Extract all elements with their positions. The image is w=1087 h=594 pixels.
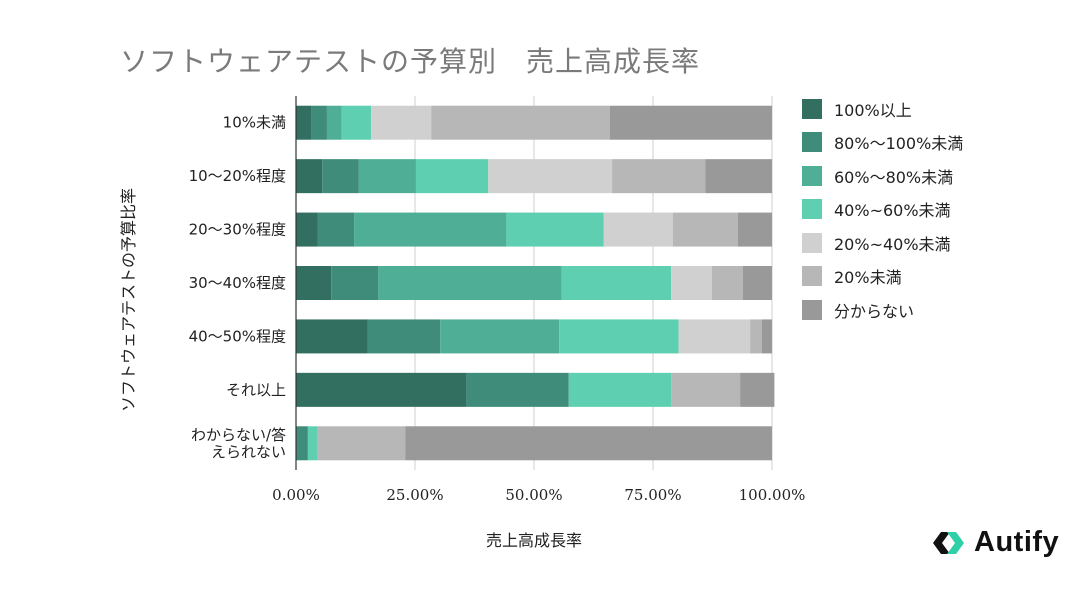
bar-segment — [740, 372, 775, 407]
legend-item: 100%以上 — [802, 92, 963, 126]
chart-title: ソフトウェアテストの予算別 売上高成長率 — [120, 45, 701, 78]
y-tick-label: 40〜50%程度 — [189, 327, 286, 345]
y-axis-label: ソフトウェアテストの予算比率 — [119, 188, 138, 412]
y-tick-label: 20〜30%程度 — [189, 221, 286, 239]
autify-logo-icon — [933, 531, 964, 554]
bar-segment — [341, 105, 372, 140]
legend-item: 20%~40%未満 — [802, 226, 963, 260]
bar-segment — [326, 105, 342, 140]
y-tick-label: わからない/答えられない — [191, 426, 286, 461]
x-tick-label: 100.00% — [739, 486, 806, 504]
bar-segment — [331, 266, 379, 300]
bar-segment — [506, 212, 604, 247]
bar-segment — [378, 266, 562, 300]
bar-segment — [609, 105, 772, 140]
bar-segment — [354, 212, 507, 247]
bar-segment — [367, 319, 441, 354]
legend-swatch — [802, 232, 822, 253]
legend-swatch — [802, 266, 822, 287]
bar-segment — [415, 159, 489, 194]
x-axis-label: 売上高成長率 — [486, 531, 582, 550]
bar-segment — [559, 319, 679, 354]
legend-item: 分からない — [802, 293, 963, 327]
legend-label: 80%〜100%未満 — [834, 134, 964, 154]
x-tick-label: 25.00% — [386, 486, 443, 504]
legend: 100%以上 80%〜100%未満 60%〜80%未満 40%~60%未満 20%~40… — [802, 92, 963, 327]
bar-segment — [296, 426, 308, 461]
bar-segment — [712, 266, 743, 300]
legend-swatch — [802, 165, 822, 186]
legend-swatch — [802, 98, 822, 119]
x-tick-label: 0.00% — [272, 486, 320, 504]
legend-swatch — [802, 299, 822, 320]
bar-segment — [296, 372, 467, 407]
legend-item: 40%~60%未満 — [802, 193, 963, 227]
bar-segment — [358, 159, 416, 194]
y-tick-label: 30〜40%程度 — [189, 274, 286, 292]
bar-segment — [561, 266, 672, 300]
bar-segment — [317, 426, 406, 461]
bar-segment — [488, 159, 613, 194]
bar-segment — [296, 319, 368, 354]
bar-segment — [371, 105, 432, 140]
legend-label: 20%~40%未満 — [834, 234, 951, 254]
legend-swatch — [802, 199, 822, 220]
legend-label: 60%〜80%未満 — [834, 167, 954, 187]
bar-segment — [296, 266, 332, 300]
bar-segment — [742, 266, 772, 300]
bar-segment — [405, 426, 772, 461]
bar-segment — [296, 159, 323, 194]
bar-segment — [307, 426, 318, 461]
y-tick-label: それ以上 — [226, 381, 286, 399]
bar-segment — [440, 319, 560, 354]
bar-segment — [466, 372, 569, 407]
bar-segment — [678, 319, 751, 354]
bar-segment — [762, 319, 772, 354]
x-tick-label: 75.00% — [624, 486, 681, 504]
bar-segment — [296, 212, 318, 247]
legend-swatch — [802, 132, 822, 153]
legend-item: 20%未満 — [802, 260, 963, 294]
bar-segment — [296, 105, 312, 140]
legend-label: 20%未満 — [834, 268, 902, 288]
brand-name: Autify — [974, 526, 1060, 558]
bar-segment — [705, 159, 772, 194]
bar-segment — [750, 319, 763, 354]
bar-segment — [317, 212, 355, 247]
bar-segment — [737, 212, 772, 247]
legend-item: 80%〜100%未満 — [802, 126, 963, 160]
bar-segment — [322, 159, 359, 194]
bar-segment — [311, 105, 327, 140]
y-tick-label: 10%未満 — [223, 114, 286, 132]
brand-logo: Autify — [930, 526, 1059, 559]
bar-segment — [612, 159, 706, 194]
y-tick-label: 10〜20%程度 — [189, 167, 286, 185]
bar-segment — [672, 212, 738, 247]
legend-label: 40%~60%未満 — [834, 201, 951, 221]
bar-segment — [671, 372, 741, 407]
bar-segment — [603, 212, 673, 247]
bar-segment — [568, 372, 672, 407]
x-tick-label: 50.00% — [505, 486, 562, 504]
legend-label: 分からない — [834, 301, 915, 321]
bar-segment — [431, 105, 610, 140]
legend-item: 60%〜80%未満 — [802, 159, 963, 193]
bar-segment — [671, 266, 713, 300]
legend-label: 100%以上 — [834, 100, 912, 120]
